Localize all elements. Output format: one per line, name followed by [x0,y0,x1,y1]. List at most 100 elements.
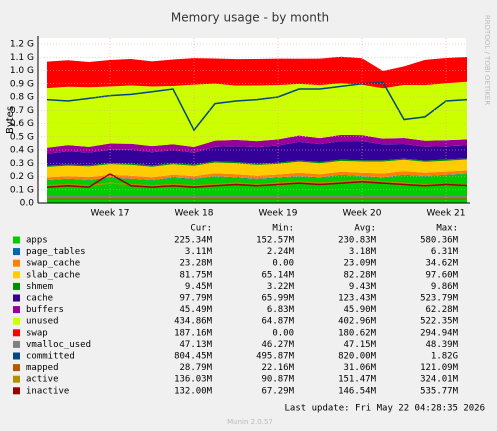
legend-value: 9.43M [349,282,377,292]
legend-swatch [13,329,20,337]
legend-value: 45.49M [179,305,212,315]
legend-swatch [13,352,20,360]
legend-value: 81.75M [179,270,212,280]
area [47,134,467,154]
legend-value: 324.01M [420,375,459,385]
y-axis-label: Bytes [5,106,16,134]
legend-value: 6.31M [431,247,459,257]
legend-swatch [13,306,20,314]
legend-value: 62.28M [425,305,458,315]
legend-swatch [13,271,20,279]
legend-value: 3.22M [267,282,295,292]
legend-value: 187.16M [174,328,213,338]
legend-value: 6.83M [267,305,295,315]
y-tick-label: 0.4 G [10,146,34,156]
legend-label: apps [26,236,48,246]
y-tick-label: 0.2 G [10,172,34,182]
legend-swatch [13,364,20,372]
legend-value: 3.11M [185,247,213,257]
x-tick-label: Week 17 [91,209,130,219]
legend-value: 535.77M [420,386,459,396]
legend-value: 9.45M [185,282,213,292]
legend-value: 82.28M [343,270,376,280]
line [46,172,468,188]
legend-value: 22.16M [261,363,294,373]
y-tick-label: 1.1 G [10,53,34,63]
legend-value: 45.90M [343,305,376,315]
legend-value: 97.79M [179,294,212,304]
legend-value: 34.62M [425,259,458,269]
legend-value: 294.94M [420,328,459,338]
legend-header: Min: [272,224,294,234]
watermark: RRDTOOL / TOBI OETIKER [483,15,491,105]
area [47,170,467,181]
x-tick-label: Week 19 [259,209,298,219]
legend-value: 23.09M [343,259,376,269]
legend-header: Avg: [354,224,376,234]
legend-label: mapped [26,363,59,373]
legend-header: Cur: [190,224,212,234]
legend-swatch [13,317,20,325]
legend-value: 48.39M [425,340,458,350]
legend-value: 0.00 [272,259,294,269]
legend-value: 522.35M [420,317,459,327]
legend-value: 132.00M [174,386,213,396]
legend-value: 225.34M [174,236,213,246]
legend-value: 820.00M [338,352,377,362]
area [47,173,467,181]
x-tick-label: Week 21 [427,209,466,219]
legend-value: 402.96M [338,317,377,327]
legend-value: 67.29M [261,386,294,396]
legend-value: 180.62M [338,328,377,338]
legend-value: 121.09M [420,363,459,373]
y-tick-label: 0.6 G [10,119,34,129]
legend-swatch [13,248,20,256]
last-update: Last update: Fri May 22 04:28:35 2026 [285,404,485,414]
legend-label: committed [26,352,75,362]
legend-value: 64.87M [261,317,294,327]
legend-header: Max: [436,224,458,234]
legend-label: unused [26,317,59,327]
y-tick-label: 0.5 G [10,132,34,142]
legend-value: 123.43M [338,294,377,304]
legend-value: 151.47M [338,375,377,385]
y-tick-label: 0.7 G [10,106,34,116]
legend-value: 46.27M [261,340,294,350]
legend-value: 152.57M [256,236,295,246]
legend-label: cache [26,294,53,304]
legend-swatch [13,340,20,348]
legend-value: 65.99M [261,294,294,304]
legend-label: page_tables [26,247,86,257]
x-tick-label: Week 18 [175,209,214,219]
x-tick-label: Week 20 [343,209,382,219]
legend-swatch [13,294,20,302]
legend-value: 2.24M [267,247,295,257]
legend-label: vmalloc_used [26,340,91,350]
credit: Munin 2.0.57 [227,418,273,426]
legend-value: 136.03M [174,375,213,385]
legend-value: 23.28M [179,259,212,269]
y-tick-label: 1.0 G [10,66,34,76]
legend-value: 230.83M [338,236,377,246]
legend-label: swap_cache [26,259,80,269]
line [46,179,468,187]
y-tick-label: 0.8 G [10,93,34,103]
legend-swatch [13,387,20,395]
legend-value: 47.15M [343,340,376,350]
legend-value: 146.54M [338,386,377,396]
y-tick-label: 0.1 G [10,185,34,195]
legend-value: 28.79M [179,363,212,373]
chart-title: Memory usage - by month [171,11,329,25]
legend-value: 65.14M [261,270,294,280]
legend-swatch [13,282,20,290]
y-tick-label: 1.2 G [10,40,34,50]
legend-value: 3.18M [349,247,377,257]
y-tick-label: 0.3 G [10,159,34,169]
legend-label: active [26,375,59,385]
legend-value: 434.86M [174,317,213,327]
legend-value: 1.82G [431,352,458,362]
legend-label: buffers [26,305,64,315]
legend-value: 495.87M [256,352,295,362]
